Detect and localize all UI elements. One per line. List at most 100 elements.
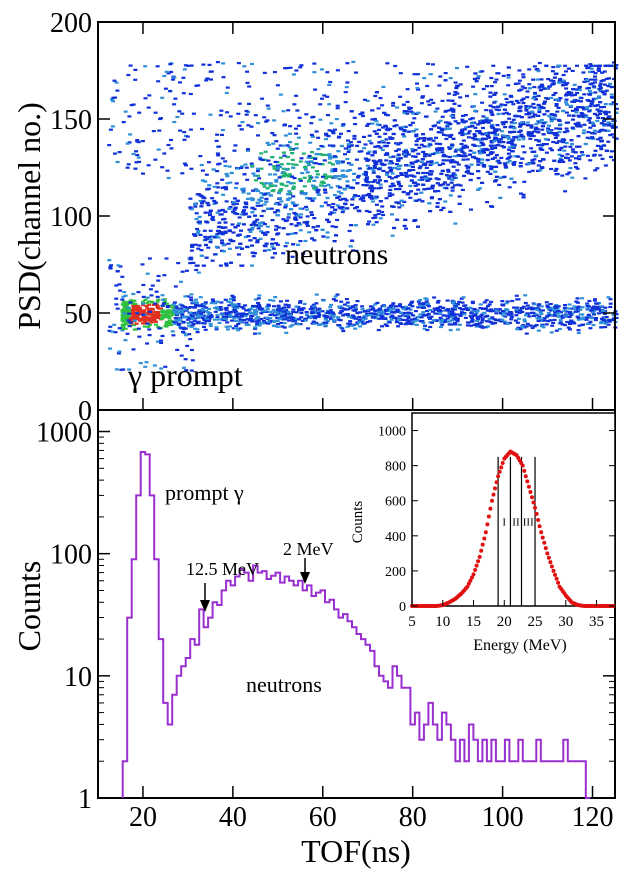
- heatmap-cell: [476, 75, 481, 78]
- heatmap-cell: [401, 307, 406, 311]
- heatmap-cell: [540, 166, 545, 169]
- heatmap-cell: [409, 179, 414, 182]
- heatmap-cell: [345, 184, 350, 187]
- heatmap-cell: [299, 309, 304, 312]
- heatmap-cell: [562, 131, 567, 134]
- heatmap-cell: [564, 87, 569, 90]
- heatmap-cell: [281, 310, 286, 313]
- heatmap-cell: [358, 325, 363, 328]
- heatmap-cell: [487, 309, 492, 312]
- heatmap-cell: [592, 129, 597, 132]
- heatmap-cell: [236, 329, 241, 332]
- heatmap-cell: [282, 172, 287, 175]
- heatmap-cell: [254, 224, 259, 227]
- heatmap-cell: [576, 331, 581, 335]
- heatmap-cell: [253, 174, 257, 177]
- heatmap-cell: [531, 97, 536, 100]
- heatmap-cell: [294, 305, 299, 308]
- heatmap-cell: [596, 138, 601, 141]
- heatmap-cell: [552, 132, 557, 135]
- heatmap-cell: [146, 313, 151, 316]
- heatmap-cell: [368, 308, 373, 311]
- heatmap-cell: [468, 118, 473, 121]
- heatmap-cell: [193, 327, 198, 330]
- heatmap-cell: [121, 121, 126, 124]
- heatmap-cell: [498, 318, 503, 321]
- heatmap-cell: [492, 140, 497, 143]
- heatmap-cell: [269, 207, 274, 210]
- heatmap-cell: [438, 119, 443, 122]
- heatmap-cell: [319, 205, 324, 208]
- heatmap-cell: [277, 165, 282, 169]
- heatmap-cell: [493, 128, 498, 132]
- heatmap-cell: [260, 97, 265, 100]
- heatmap-cell: [298, 301, 302, 304]
- heatmap-cell: [135, 306, 140, 309]
- heatmap-cell: [256, 174, 261, 177]
- heatmap-cell: [473, 93, 478, 96]
- heatmap-cell: [252, 221, 257, 224]
- heatmap-cell: [447, 323, 452, 326]
- heatmap-cell: [588, 327, 593, 330]
- heatmap-cell: [501, 314, 506, 317]
- heatmap-cell: [213, 302, 218, 305]
- heatmap-cell: [345, 81, 350, 84]
- heatmap-cell: [520, 325, 525, 328]
- heatmap-cell: [448, 77, 453, 80]
- heatmap-cell: [536, 169, 541, 172]
- heatmap-cell: [294, 163, 299, 166]
- heatmap-cell: [418, 137, 423, 140]
- heatmap-cell: [250, 226, 255, 229]
- heatmap-cell: [504, 308, 509, 311]
- heatmap-cell: [609, 155, 613, 159]
- heatmap-cell: [603, 322, 608, 325]
- heatmap-cell: [373, 313, 378, 316]
- heatmap-cell: [406, 307, 411, 310]
- heatmap-cell: [286, 216, 291, 219]
- heatmap-cell: [384, 138, 389, 141]
- heatmap-cell: [552, 117, 557, 120]
- heatmap-cell: [603, 129, 607, 132]
- heatmap-cell: [551, 321, 556, 324]
- heatmap-cell: [277, 176, 282, 179]
- heatmap-cell: [127, 312, 132, 315]
- heatmap-cell: [556, 309, 561, 313]
- heatmap-cell: [304, 313, 309, 316]
- heatmap-cell: [508, 126, 513, 129]
- heatmap-cell: [228, 298, 233, 301]
- heatmap-cell: [475, 315, 480, 318]
- heatmap-cell: [475, 309, 480, 312]
- heatmap-cell: [221, 231, 226, 234]
- heatmap-cell: [568, 145, 573, 148]
- heatmap-cell: [424, 298, 429, 301]
- heatmap-cell: [419, 316, 424, 319]
- heatmap-cell: [526, 131, 531, 134]
- heatmap-cell: [508, 94, 513, 98]
- heatmap-cell: [432, 307, 437, 310]
- heatmap-cell: [147, 303, 152, 306]
- heatmap-cell: [120, 303, 125, 306]
- heatmap-cell: [567, 93, 572, 96]
- heatmap-cell: [339, 175, 344, 178]
- heatmap-cell: [445, 320, 450, 323]
- heatmap-cell: [503, 126, 508, 129]
- heatmap-cell: [261, 182, 266, 186]
- heatmap-cell: [207, 307, 211, 311]
- heatmap-cell: [358, 311, 362, 314]
- heatmap-cell: [451, 172, 456, 175]
- heatmap-cell: [377, 141, 382, 144]
- heatmap-cell: [137, 319, 142, 322]
- heatmap-cell: [121, 295, 126, 298]
- heatmap-cell: [512, 122, 517, 125]
- heatmap-cell: [461, 308, 466, 311]
- heatmap-cell: [566, 121, 570, 124]
- heatmap-cell: [503, 120, 508, 124]
- heatmap-cell: [177, 317, 182, 320]
- heatmap-cell: [166, 72, 171, 75]
- heatmap-cell: [547, 85, 552, 88]
- heatmap-cell: [165, 169, 170, 172]
- heatmap-cell: [303, 239, 308, 243]
- heatmap-cell: [242, 213, 247, 216]
- heatmap-cell: [431, 63, 435, 66]
- heatmap-cell: [198, 199, 203, 203]
